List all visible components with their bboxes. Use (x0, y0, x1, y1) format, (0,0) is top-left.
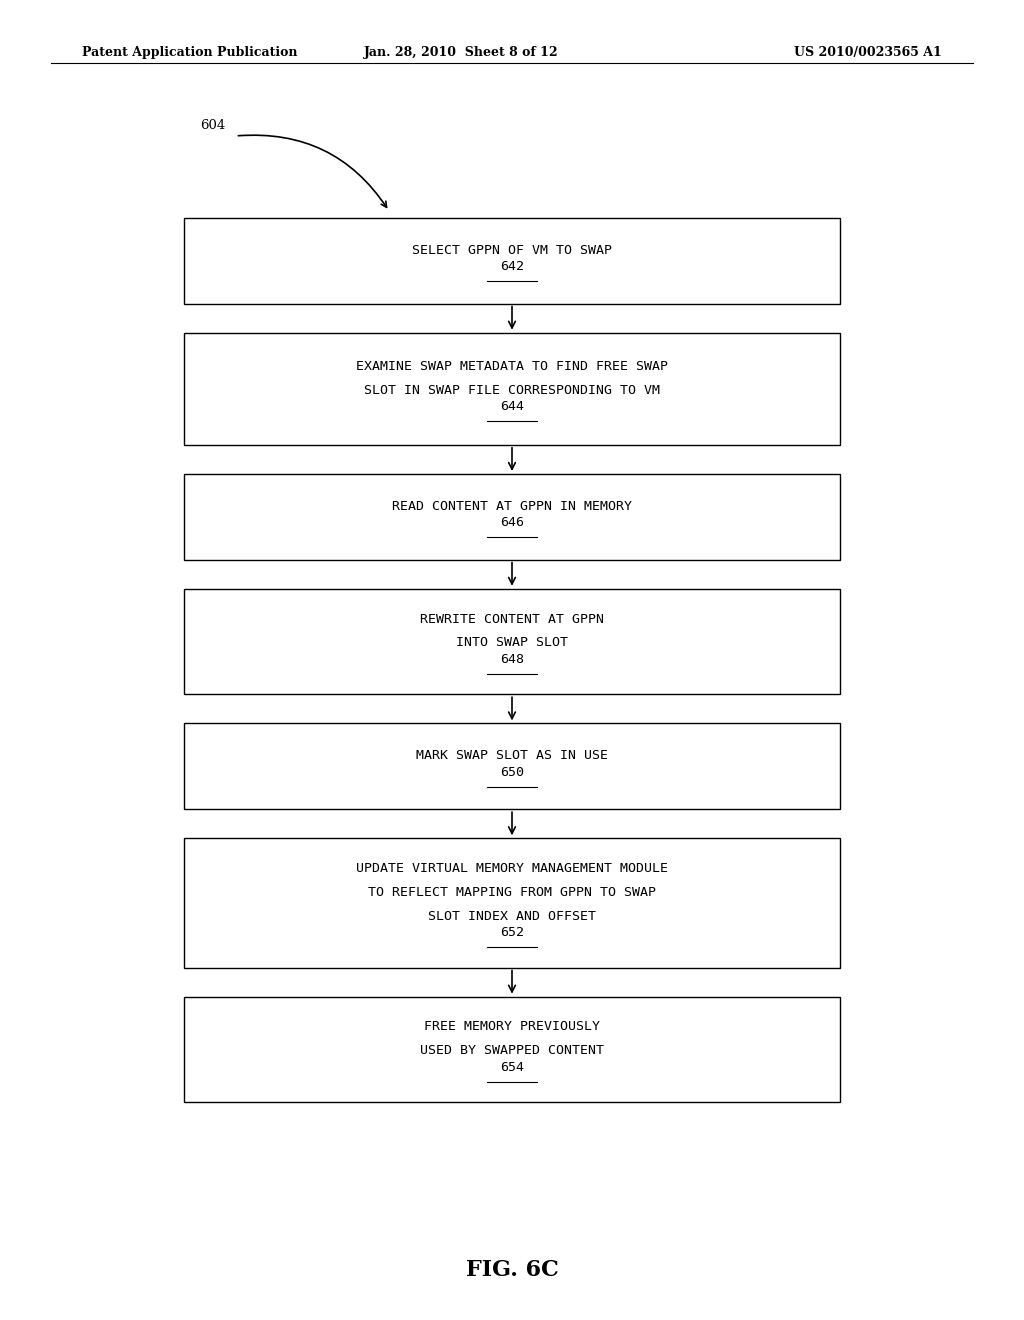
Text: INTO SWAP SLOT: INTO SWAP SLOT (456, 636, 568, 649)
Text: SELECT GPPN OF VM TO SWAP: SELECT GPPN OF VM TO SWAP (412, 244, 612, 256)
Text: 648: 648 (500, 653, 524, 667)
FancyBboxPatch shape (184, 218, 840, 304)
Text: 654: 654 (500, 1061, 524, 1074)
Text: 604: 604 (200, 119, 225, 132)
Text: SLOT INDEX AND OFFSET: SLOT INDEX AND OFFSET (428, 909, 596, 923)
Text: 642: 642 (500, 260, 524, 273)
Text: 646: 646 (500, 516, 524, 529)
Text: 644: 644 (500, 400, 524, 413)
Text: Patent Application Publication: Patent Application Publication (82, 46, 297, 59)
Text: Jan. 28, 2010  Sheet 8 of 12: Jan. 28, 2010 Sheet 8 of 12 (364, 46, 558, 59)
Text: SLOT IN SWAP FILE CORRESPONDING TO VM: SLOT IN SWAP FILE CORRESPONDING TO VM (364, 384, 660, 396)
Text: 652: 652 (500, 927, 524, 940)
Text: FREE MEMORY PREVIOUSLY: FREE MEMORY PREVIOUSLY (424, 1020, 600, 1034)
Text: US 2010/0023565 A1: US 2010/0023565 A1 (795, 46, 942, 59)
Text: REWRITE CONTENT AT GPPN: REWRITE CONTENT AT GPPN (420, 612, 604, 626)
FancyBboxPatch shape (184, 474, 840, 560)
FancyBboxPatch shape (184, 997, 840, 1102)
FancyBboxPatch shape (184, 333, 840, 445)
Text: 650: 650 (500, 766, 524, 779)
Text: USED BY SWAPPED CONTENT: USED BY SWAPPED CONTENT (420, 1044, 604, 1057)
FancyBboxPatch shape (184, 838, 840, 968)
Text: FIG. 6C: FIG. 6C (466, 1259, 558, 1280)
Text: EXAMINE SWAP METADATA TO FIND FREE SWAP: EXAMINE SWAP METADATA TO FIND FREE SWAP (356, 360, 668, 372)
Text: READ CONTENT AT GPPN IN MEMORY: READ CONTENT AT GPPN IN MEMORY (392, 500, 632, 512)
Text: TO REFLECT MAPPING FROM GPPN TO SWAP: TO REFLECT MAPPING FROM GPPN TO SWAP (368, 886, 656, 899)
FancyBboxPatch shape (184, 589, 840, 694)
FancyBboxPatch shape (184, 723, 840, 809)
Text: UPDATE VIRTUAL MEMORY MANAGEMENT MODULE: UPDATE VIRTUAL MEMORY MANAGEMENT MODULE (356, 862, 668, 875)
Text: MARK SWAP SLOT AS IN USE: MARK SWAP SLOT AS IN USE (416, 750, 608, 762)
